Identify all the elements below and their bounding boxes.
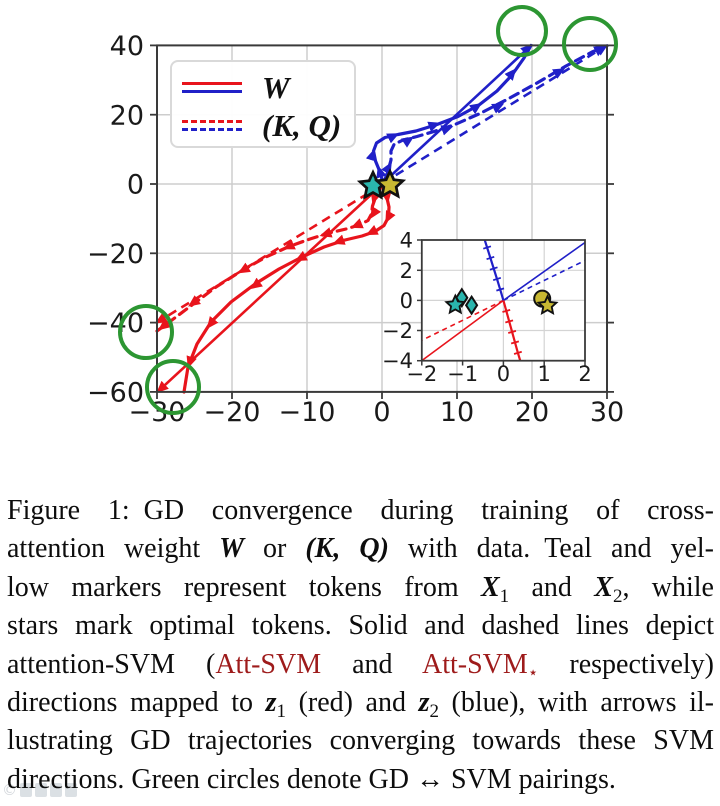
legend-entry-w: W — [182, 68, 354, 106]
pairing-circle — [145, 359, 201, 415]
legend-label-w: W — [262, 69, 290, 105]
pairing-circle — [562, 16, 618, 72]
caption-line: low markers represent tokens from X1 and… — [7, 571, 714, 607]
watermark-glyph-block — [50, 783, 62, 797]
watermark-glyph-block — [65, 783, 77, 797]
pairing-circle — [118, 304, 174, 360]
inset-red-gd-trajectory — [502, 300, 522, 361]
legend-solid-lines-sample — [182, 81, 242, 93]
caption-line: directions. Green circles denote GD ↔ SV… — [7, 763, 616, 795]
inset-x-tick: 2 — [578, 362, 591, 386]
caption-line: lustrating GD trajectories converging to… — [7, 725, 714, 757]
inset-x-tick: −1 — [447, 362, 478, 386]
x-tick: 30 — [590, 397, 624, 428]
caption-line: stars mark optimal tokens. Solid and das… — [7, 610, 714, 642]
inset-blue-solid-svm-line — [502, 241, 586, 302]
caption-line: attention-SVM (Att-SVM and Att-SVM⋆ resp… — [7, 648, 715, 683]
main-plot-svg: −2 −1 0 1 2 4 2 0 −2 −4 — [87, 5, 624, 428]
inset-x-tick: 1 — [538, 362, 551, 386]
inset-y-tick: −4 — [382, 349, 413, 373]
math-z2: z — [418, 686, 430, 718]
legend-dashed-lines-sample — [182, 119, 242, 131]
caption-line: Figure 1: GD convergence during training… — [7, 495, 714, 526]
red-dashed-gd-trajectory — [155, 185, 383, 333]
y-tick: −60 — [87, 378, 144, 409]
inset-x-tick: −2 — [406, 362, 437, 386]
y-tick: −40 — [87, 308, 144, 339]
pairing-circle — [496, 5, 548, 57]
x-tick: −10 — [279, 397, 336, 428]
inset-y-tick: 4 — [400, 229, 413, 253]
inset-y-tick: 2 — [400, 259, 413, 283]
double-arrow-symbol: ↔ — [415, 763, 444, 795]
x-tick: 20 — [515, 397, 549, 428]
inset-red-solid-svm-line — [421, 299, 504, 362]
x-tick: −20 — [204, 397, 261, 428]
inset-plot: −2 −1 0 1 2 4 2 0 −2 −4 — [382, 229, 592, 387]
math-W: W — [219, 533, 245, 565]
main-tick-labels: −30 −20 −10 0 10 20 30 40 20 0 −20 −40 −… — [87, 31, 624, 428]
math-X2: X — [594, 571, 613, 603]
main-ticks — [150, 44, 614, 399]
math-X1: X — [480, 571, 500, 603]
watermark-glyph-block — [20, 783, 32, 797]
inset-y-tick: 0 — [400, 289, 413, 313]
inset-blue-dashed-svm-line — [503, 259, 586, 302]
att-svm-label: Att-SVM — [215, 648, 322, 680]
gd-svm-pairing-circles — [118, 5, 618, 415]
y-tick: 0 — [127, 170, 144, 201]
inset-blue-gd-trajectory — [483, 239, 505, 301]
math-KQ: (K, Q) — [305, 533, 389, 565]
y-tick: 40 — [110, 31, 144, 62]
x-tick: 10 — [440, 397, 474, 428]
caption-line: attention weight W or (K, Q) with data. … — [7, 533, 714, 565]
watermark-glyph-block — [35, 783, 47, 797]
inset-red-dashed-svm-line — [421, 299, 504, 342]
math-z1: z — [265, 686, 277, 718]
inset-tick-labels: −2 −1 0 1 2 4 2 0 −2 −4 — [382, 229, 592, 387]
inset-x-tick: 0 — [497, 362, 510, 386]
att-svm-star-label: Att-SVM — [421, 648, 528, 680]
copyright-icon: © — [2, 781, 17, 799]
watermark: © — [2, 781, 77, 799]
caption-line: directions mapped to z1 (red) and z2 (bl… — [7, 686, 715, 722]
legend-entry-kq: (K, Q) — [182, 106, 354, 144]
inset-ticks — [417, 239, 586, 366]
inset-y-tick: −2 — [382, 319, 413, 343]
legend: W (K, Q) — [170, 60, 356, 148]
y-tick: 20 — [110, 100, 144, 131]
inset-token-markers — [445, 288, 558, 315]
x-tick: 0 — [373, 397, 390, 428]
inset-lines — [421, 239, 586, 362]
red-solid-gd-trajectory — [182, 184, 391, 394]
figure-plot-area: −2 −1 0 1 2 4 2 0 −2 −4 — [87, 5, 624, 428]
figure-caption: Figure 1: GD convergence during training… — [7, 492, 714, 799]
legend-label-kq: (K, Q) — [262, 107, 342, 143]
y-tick: −20 — [87, 239, 144, 270]
